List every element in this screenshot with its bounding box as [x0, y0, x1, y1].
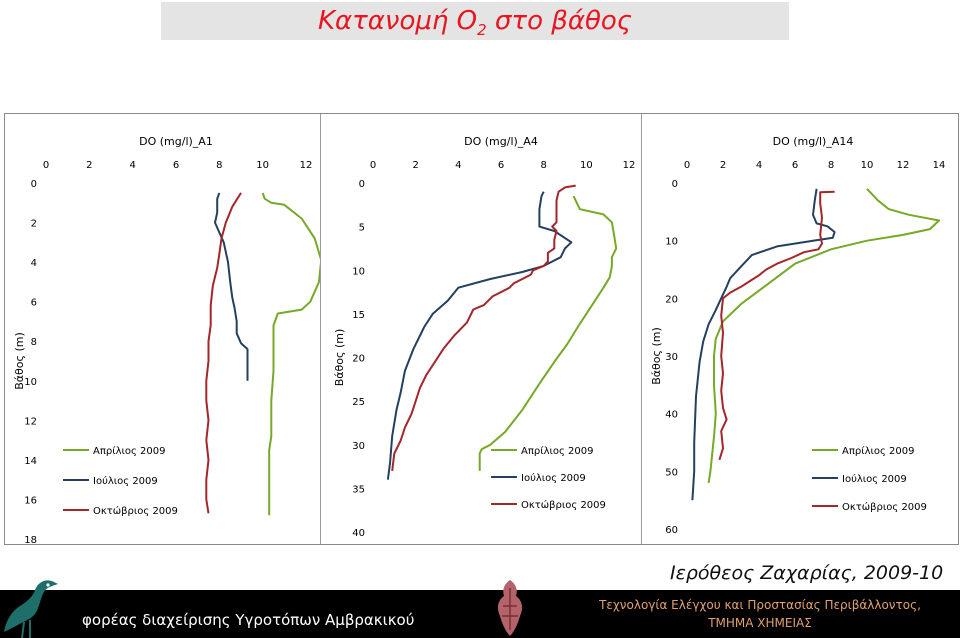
x-tick-label: 6 [173, 160, 179, 171]
chart-a4: DO (mg/l)_A4 0 2 4 6 8 10 12 0 5 10 15 20 25 30 35 40 Βάθ… [333, 135, 636, 539]
y-tick-label: 30 [665, 352, 678, 363]
y-tick-label: 30 [352, 441, 365, 452]
series-line [718, 190, 835, 461]
x-tick-label: 0 [370, 160, 376, 171]
x-tick-label: 12 [300, 160, 313, 171]
footer-band: φορέας διαχείρισης Υγροτόπων Αμβρακικού … [0, 580, 960, 638]
y-tick-label: 50 [665, 467, 678, 478]
y-tick-label: 12 [24, 416, 37, 427]
x-tick-label: 8 [828, 160, 834, 171]
series-line [214, 192, 249, 381]
chart-title: DO (mg/l)_A14 [773, 135, 854, 148]
series-line [478, 195, 618, 471]
y-tick-label: 0 [359, 179, 365, 190]
x-tick-label: 12 [897, 160, 910, 171]
legend-label: Οκτώβριος 2009 [93, 505, 178, 517]
chart-title: DO (mg/l)_A4 [464, 135, 538, 148]
x-tick-label: 8 [540, 160, 546, 171]
y-tick-label: 35 [352, 484, 365, 495]
legend-label: Ιούλιος 2009 [842, 473, 907, 485]
chart-divider [641, 114, 642, 544]
y-tick-label: 14 [24, 456, 37, 467]
series-line [261, 192, 320, 516]
y-axis-label: Βάθος (m) [333, 329, 346, 387]
y-tick-label: 0 [672, 179, 678, 190]
charts-frame: DO (mg/l)_A1 0 2 4 6 8 10 12 0 2 4 6 8 10 12 14 16 18 Βάθο… [4, 113, 959, 545]
y-tick-label: 60 [665, 525, 678, 536]
title-subscript: 2 [477, 21, 487, 40]
chart-divider [320, 114, 321, 544]
chart-a14: DO (mg/l)_A14 0 2 4 6 8 10 12 14 0 10 20 30 40 50 60 Βάθ… [650, 135, 946, 536]
legend-label: Απρίλιος 2009 [93, 445, 166, 457]
y-tick-label: 20 [352, 354, 365, 365]
x-tick-label: 4 [455, 160, 461, 171]
series-line [691, 188, 836, 501]
x-tick-label: 2 [720, 160, 726, 171]
footer-department: Τεχνολογία Ελέγχου και Προστασίας Περιβά… [560, 596, 960, 632]
footer-organization: φορέας διαχείρισης Υγροτόπων Αμβρακικού [82, 611, 415, 629]
x-tick-label: 14 [933, 160, 946, 171]
x-tick-label: 10 [256, 160, 269, 171]
legend-label: Απρίλιος 2009 [842, 445, 915, 457]
title-main-text: Κατανομή Ο [317, 6, 478, 36]
legend-label: Ιούλιος 2009 [93, 475, 158, 487]
footer-department-line2: ΤΜΗΜΑ ΧΗΜΕΙΑΣ [708, 616, 812, 630]
x-tick-label: 12 [623, 160, 636, 171]
chart-a1: DO (mg/l)_A1 0 2 4 6 8 10 12 0 2 4 6 8 10 12 14 16 18 Βάθο… [13, 135, 320, 544]
x-tick-label: 10 [580, 160, 593, 171]
y-tick-label: 40 [665, 410, 678, 421]
x-tick-label: 6 [792, 160, 798, 171]
y-tick-label: 0 [31, 179, 37, 190]
y-tick-label: 8 [31, 337, 37, 348]
eagle-emblem-icon [497, 580, 523, 636]
y-tick-label: 2 [31, 219, 37, 230]
legend-label: Οκτώβριος 2009 [842, 501, 927, 513]
bird-logo-icon [4, 580, 58, 638]
series-line [707, 188, 940, 484]
series-line [205, 192, 242, 514]
x-tick-label: 4 [129, 160, 135, 171]
y-tick-label: 40 [352, 528, 365, 539]
x-tick-label: 6 [498, 160, 504, 171]
y-axis-label: Βάθος (m) [650, 327, 663, 385]
y-tick-label: 15 [352, 310, 365, 321]
chart-title: DO (mg/l)_A1 [139, 135, 213, 148]
legend-label: Ιούλιος 2009 [521, 472, 586, 484]
x-tick-label: 4 [756, 160, 762, 171]
y-tick-label: 18 [24, 535, 37, 544]
legend-label: Απρίλιος 2009 [521, 445, 594, 457]
title-end-text: στο βάθος [486, 6, 633, 36]
x-tick-label: 0 [684, 160, 690, 171]
y-tick-label: 6 [31, 298, 37, 309]
y-tick-label: 4 [31, 258, 37, 269]
x-tick-label: 10 [861, 160, 874, 171]
author-credit: Ιερόθεος Ζαχαρίας, 2009-10 [670, 562, 944, 584]
title-banner: Κατανομή Ο2 στο βάθος [161, 2, 789, 40]
y-tick-label: 10 [24, 377, 37, 388]
y-tick-label: 25 [352, 397, 365, 408]
slide-title: Κατανομή Ο2 στο βάθος [161, 6, 789, 39]
footer-department-line1: Τεχνολογία Ελέγχου και Προστασίας Περιβά… [599, 598, 921, 612]
x-tick-label: 2 [86, 160, 92, 171]
y-tick-label: 10 [665, 237, 678, 248]
x-tick-label: 0 [43, 160, 49, 171]
x-tick-label: 8 [216, 160, 222, 171]
series-line [386, 191, 573, 480]
y-axis-label: Βάθος (m) [13, 332, 26, 390]
y-tick-label: 10 [352, 266, 365, 277]
legend-label: Οκτώβριος 2009 [521, 499, 606, 511]
x-tick-label: 2 [412, 160, 418, 171]
y-tick-label: 20 [665, 294, 678, 305]
y-tick-label: 5 [359, 223, 365, 234]
y-tick-label: 16 [24, 495, 37, 506]
series-line [391, 184, 576, 472]
